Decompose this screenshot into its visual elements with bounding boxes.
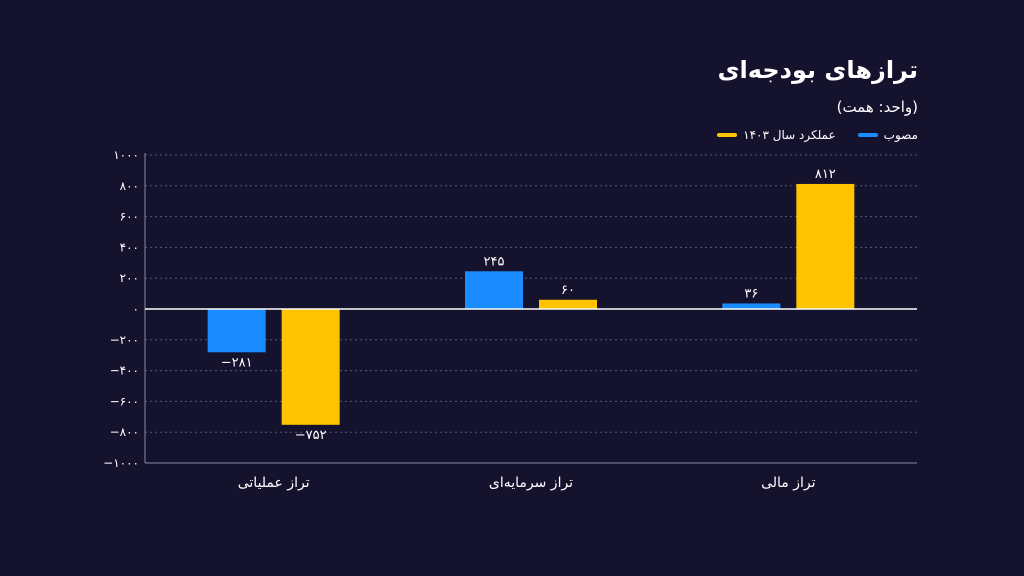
y-tick-label: ۴۰۰ [120, 240, 139, 254]
x-category-label: تراز سرمایه‌ای [489, 475, 573, 491]
legend-item-approved: مصوب [857, 128, 918, 142]
bar [281, 309, 340, 425]
data-label: ۳۶ [744, 286, 758, 301]
bar [465, 271, 523, 309]
data-label: −۲۸۱ [221, 355, 253, 370]
legend-swatch-approved [857, 133, 878, 137]
y-tick-label: −۲۰۰ [110, 333, 139, 347]
bar [722, 303, 781, 309]
legend-swatch-actual [717, 133, 738, 137]
data-label: ۲۴۵ [484, 254, 505, 269]
bar [796, 183, 855, 309]
x-category-label: تراز عملیاتی [238, 475, 310, 491]
data-label: −۷۵۲ [295, 428, 327, 443]
y-tick-label: ۶۰۰ [120, 210, 139, 224]
legend-label-approved: مصوب [883, 128, 918, 142]
data-label: ۸۱۲ [815, 167, 836, 182]
data-label: ۶۰ [561, 283, 575, 298]
x-category-label: تراز مالی [761, 475, 816, 491]
y-tick-label: −۴۰۰ [110, 364, 139, 378]
legend-item-actual: عملکرد سال ۱۴۰۳ [717, 128, 836, 142]
bar [539, 299, 597, 309]
legend-label-actual: عملکرد سال ۱۴۰۳ [743, 128, 836, 142]
bar [207, 309, 266, 353]
y-tick-label: −۸۰۰ [110, 425, 139, 439]
y-tick-label: ۱۰۰۰ [113, 148, 139, 162]
y-tick-label: ۲۰۰ [120, 271, 139, 285]
y-tick-label: −۶۰۰ [110, 394, 139, 408]
chart-subtitle: (واحد: همت) [836, 98, 918, 116]
y-tick-label: ۰ [133, 302, 139, 316]
legend: عملکرد سال ۱۴۰۳ مصوب [717, 128, 918, 142]
y-tick-label: ۸۰۰ [120, 179, 139, 193]
chart-title: ترازهای بودجه‌ای [717, 56, 918, 84]
y-tick-label: −۱۰۰۰ [103, 456, 139, 470]
